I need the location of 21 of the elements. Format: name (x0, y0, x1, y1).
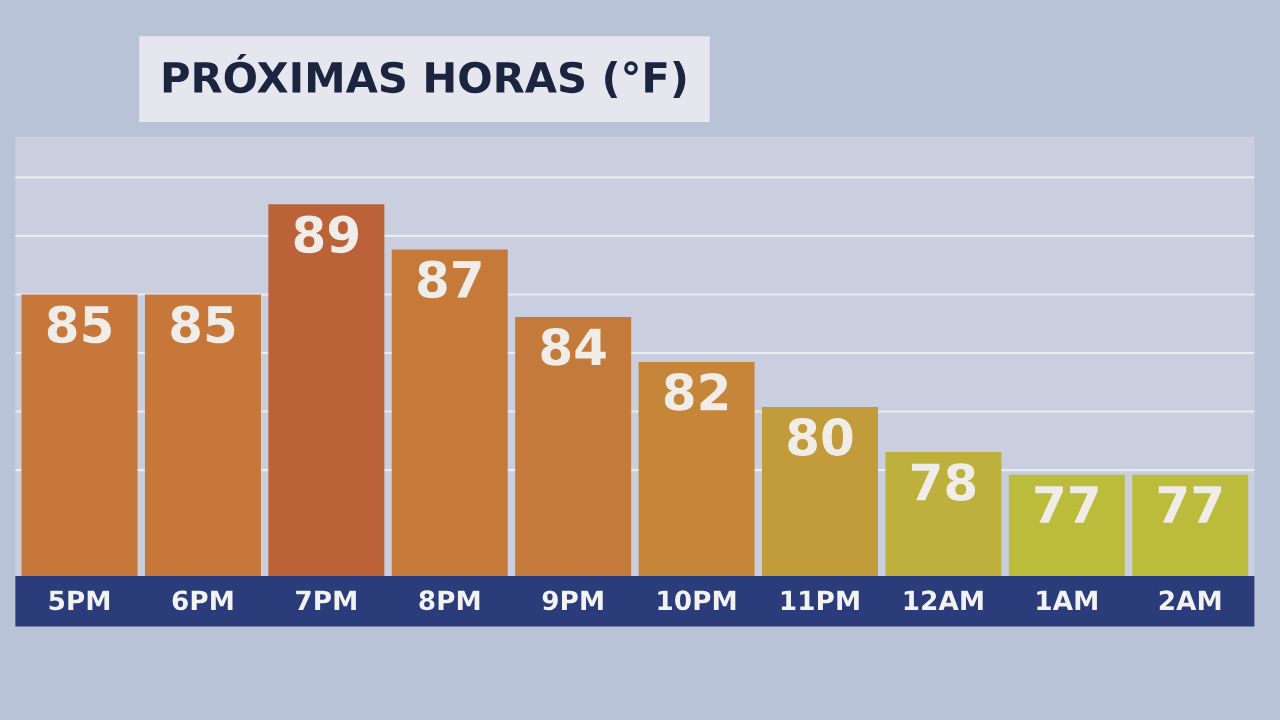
x-tick-label: 1AM (1037, 590, 1097, 610)
x-tick-label: 6PM (172, 590, 233, 611)
chart-title: PRÓXIMAS HORAS (°F) (163, 54, 686, 99)
data-label: 84 (541, 328, 606, 366)
x-tick-label: 5PM (49, 590, 110, 611)
x-tick-label: 10PM (658, 590, 736, 611)
data-label: 78 (911, 463, 976, 501)
x-tick-label: 7PM (296, 590, 356, 610)
x-tick-label: 11PM (781, 590, 859, 610)
x-tick-label: 2AM (1159, 590, 1221, 610)
data-label: 77 (1158, 486, 1222, 523)
data-label: 85 (47, 305, 111, 344)
data-label: 80 (788, 418, 853, 456)
data-label: 87 (418, 260, 481, 299)
data-label: 77 (1035, 486, 1098, 523)
data-label: 82 (664, 373, 728, 411)
x-tick-label: 12AM (904, 590, 983, 610)
x-tick-label: 8PM (419, 590, 480, 611)
x-tick-label: 9PM (542, 590, 603, 611)
data-label: 85 (171, 305, 235, 344)
data-label: 89 (294, 215, 358, 254)
